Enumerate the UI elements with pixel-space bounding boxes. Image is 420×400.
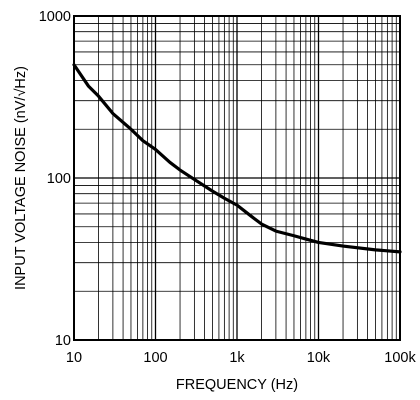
y-tick-labels: 10 100 1000 (39, 9, 71, 349)
x-tick-label: 10 (66, 350, 82, 366)
y-tick-label: 100 (47, 171, 71, 187)
x-tick-label: 100k (384, 350, 416, 366)
y-tick-label: 10 (55, 333, 71, 349)
x-tick-labels: 10 100 1k 10k 100k (66, 350, 417, 366)
noise-curve (72, 63, 402, 254)
x-tick-label: 10k (307, 350, 331, 366)
y-tick-label: 1000 (39, 9, 71, 25)
plot-frame (73, 15, 401, 341)
grid (74, 16, 400, 340)
y-axis-label: INPUT VOLTAGE NOISE (nV/√Hz) (13, 66, 29, 290)
x-axis-label: FREQUENCY (Hz) (176, 377, 298, 393)
x-tick-label: 100 (143, 350, 167, 366)
x-tick-label: 1k (229, 350, 245, 366)
